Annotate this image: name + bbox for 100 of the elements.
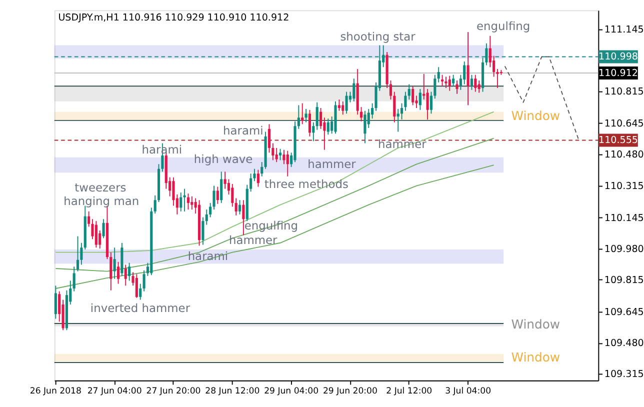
- band-label: Window: [511, 349, 560, 364]
- y-tick-label: 111.145: [604, 24, 644, 36]
- candlestick: [474, 74, 477, 92]
- line-series: [504, 56, 579, 140]
- y-tick-label: 110.815: [604, 86, 644, 98]
- y-tick-label: 109.480: [604, 338, 644, 350]
- annotation: harami: [223, 124, 264, 138]
- candlestick: [345, 91, 348, 114]
- candlestick: [110, 252, 112, 291]
- x-tick-label: 27 Jun 04:00: [87, 386, 142, 396]
- annotation: shooting star: [340, 30, 416, 44]
- candlestick: [282, 149, 286, 165]
- y-tick-label: 110.645: [604, 118, 644, 130]
- candlestick: [76, 236, 80, 272]
- candlestick: [308, 109, 312, 137]
- candlestick: [54, 285, 57, 320]
- candlestick: [478, 80, 480, 94]
- candlestick: [488, 35, 492, 68]
- candlestick: [389, 80, 392, 100]
- candlestick: [238, 200, 242, 215]
- x-tick-label: 29 Jun 04:00: [264, 386, 319, 396]
- candlestick: [342, 100, 344, 116]
- candlestick: [434, 74, 436, 100]
- candlestick: [408, 84, 410, 100]
- line-series: [55, 138, 494, 272]
- candlestick: [452, 74, 455, 87]
- candlestick: [430, 91, 433, 114]
- x-tick-label: 2 Jul 12:00: [386, 386, 432, 396]
- ref-line-label: 110.912: [598, 68, 638, 79]
- candlestick: [116, 261, 120, 284]
- candlestick: [205, 209, 208, 226]
- x-tick-label: 29 Jun 20:00: [322, 386, 378, 396]
- y-tick-label: 109.645: [604, 306, 644, 318]
- candlestick: [278, 148, 282, 161]
- candlestick: [183, 188, 186, 212]
- candlestick: [154, 194, 156, 214]
- candlestick: [260, 162, 264, 177]
- candlestick: [352, 78, 356, 102]
- candlestick: [326, 118, 330, 136]
- annotation: engulfing: [476, 19, 530, 34]
- annotation: inverted hammer: [90, 301, 190, 316]
- candlestick: [102, 218, 105, 239]
- ref-line-label: 110.555: [598, 135, 638, 146]
- candlestick: [256, 169, 260, 188]
- x-tick-label: 3 Jul 04:00: [445, 386, 492, 396]
- band-label: Window: [511, 108, 560, 123]
- chart-title: USDJPY.m,H1 110.916 110.929 110.910 110.912: [58, 12, 290, 24]
- candlestick: [466, 32, 470, 106]
- candlestick: [202, 216, 204, 246]
- ref-line-label: 110.998: [598, 52, 638, 63]
- candlestick: [319, 108, 322, 130]
- candlestick: [94, 220, 98, 248]
- candlestick: [190, 196, 194, 210]
- candlestick: [364, 110, 366, 144]
- candlestick: [272, 142, 274, 161]
- annotation: high wave: [194, 152, 253, 166]
- candlestick: [316, 102, 318, 130]
- candlestick: [234, 198, 238, 216]
- x-tick-label: 26 Jun 2018: [30, 386, 82, 396]
- candlestick: [338, 99, 340, 112]
- candlestick: [128, 262, 131, 282]
- candlestick: [250, 173, 252, 192]
- candlestick: [440, 74, 444, 87]
- candlestick: [286, 150, 289, 177]
- candlestick: [80, 242, 83, 266]
- y-tick-label: 110.145: [604, 212, 644, 224]
- candlestick: [180, 192, 182, 212]
- y-tick-label: 109.815: [604, 274, 644, 286]
- candlestick: [412, 86, 414, 106]
- candlestick: [437, 66, 440, 83]
- candlestick: [268, 124, 271, 154]
- annotation: tweezers: [74, 180, 126, 195]
- candlestick: [393, 91, 396, 123]
- candlestick: [456, 80, 458, 94]
- candlestick: [216, 186, 219, 204]
- candlestick: [186, 193, 190, 210]
- candlestick: [444, 76, 448, 89]
- candlestick: [418, 88, 422, 110]
- candlestick: [275, 147, 278, 163]
- annotation: hammer: [228, 232, 278, 247]
- y-tick-label: 109.315: [604, 369, 644, 380]
- y-tick-label: 110.315: [604, 180, 644, 192]
- candlestick: [360, 106, 363, 122]
- candlestick: [426, 88, 429, 120]
- y-tick-label: 110.480: [604, 150, 644, 161]
- candlestick: [113, 247, 116, 280]
- candlestick: [463, 60, 466, 85]
- candlestick: [304, 108, 308, 123]
- x-tick-label: 28 Jun 12:00: [205, 386, 260, 396]
- candlestick: [396, 108, 400, 132]
- candlestick: [231, 183, 234, 208]
- candlestick: [470, 74, 474, 90]
- y-tick-label: 109.980: [604, 244, 644, 255]
- candlestick: [301, 102, 304, 125]
- candlestick: [72, 266, 76, 292]
- candlestick: [220, 171, 223, 204]
- candlestick: [312, 122, 315, 142]
- candlestick: [124, 264, 127, 286]
- candlestick: [135, 274, 138, 298]
- x-tick-label: 27 Jun 20:00: [146, 386, 201, 396]
